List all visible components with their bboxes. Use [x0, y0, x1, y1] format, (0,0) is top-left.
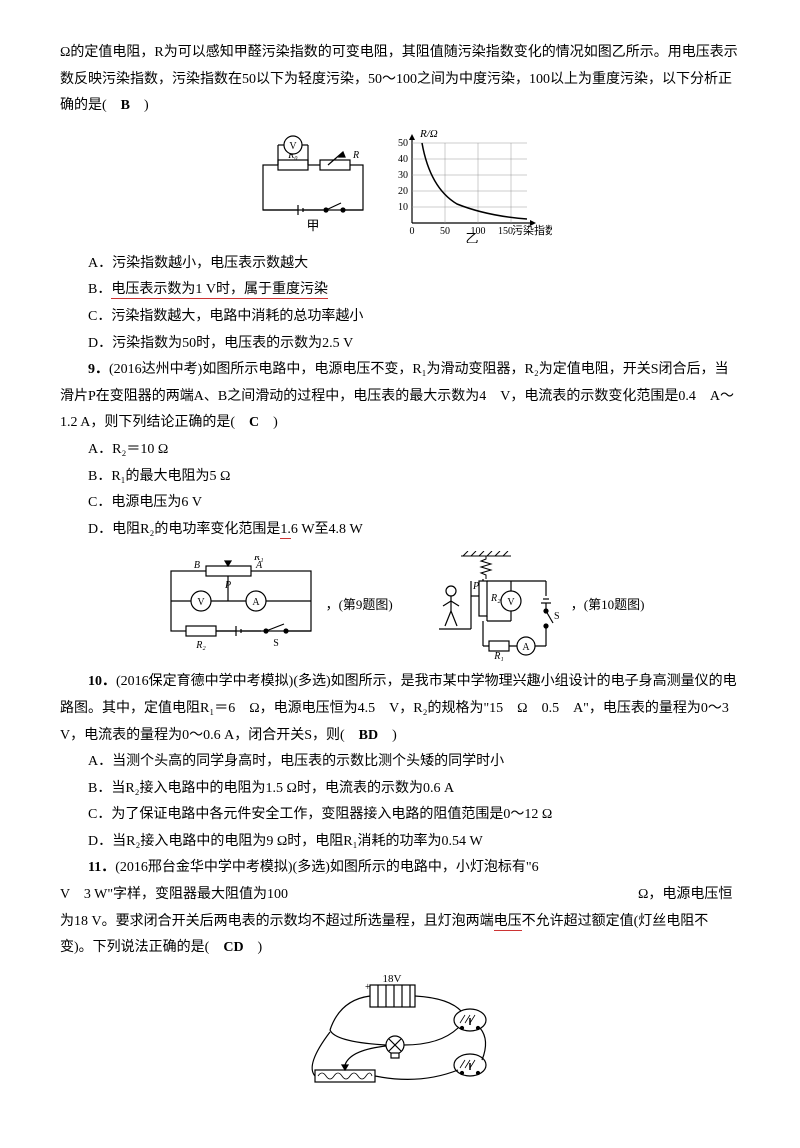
svg-text:10: 10: [398, 202, 408, 213]
q11-text2: ): [244, 940, 263, 955]
q9-caption: ，(第9题图): [326, 598, 393, 613]
q10-prefix: 10．: [88, 674, 116, 689]
svg-text:R: R: [352, 150, 359, 161]
svg-text:S: S: [273, 638, 279, 649]
q8-graph-svg: 10 20 30 40 50 0 50 100 150 R/Ω 污染指数 乙: [382, 128, 552, 243]
svg-text:V: V: [507, 597, 515, 608]
q11-source: (2016邢台金华中学中考模拟)(多选): [115, 860, 330, 875]
svg-text:乙: 乙: [465, 231, 478, 243]
q8-opt-d: D．污染指数为50时，电压表的示数为2.5 V: [60, 331, 740, 358]
q10-stem: 10．(2016保定育德中学中考模拟)(多选)如图所示，是我市某中学物理兴趣小组…: [60, 669, 740, 749]
svg-text:V: V: [197, 597, 205, 608]
svg-text:A: A: [522, 642, 530, 653]
q9-source: (2016达州中考): [109, 362, 202, 377]
q9-opt-b: B．R₁的最大电阻为5 Ω: [60, 464, 740, 491]
q8-answer: B: [121, 98, 130, 113]
svg-text:P: P: [472, 581, 479, 592]
svg-text:R₁: R₁: [253, 556, 264, 563]
q8-opt-a: A．污染指数越小，电压表示数越大: [60, 251, 740, 278]
q9-opt-c: C．电源电压为6 V: [60, 490, 740, 517]
q10-opt-c: C．为了保证电路中各元件安全工作，变阻器接入电路的阻值范围是0～12 Ω: [60, 802, 740, 829]
q8-figures: R₀ R V 甲: [60, 128, 740, 243]
q10-caption: ，(第10题图): [571, 598, 645, 613]
q9-text2: ): [259, 415, 278, 430]
svg-text:B: B: [193, 560, 199, 571]
svg-text:R/Ω: R/Ω: [419, 128, 438, 140]
q11-figure: 18V +: [60, 970, 740, 1100]
q8-text: Ω的定值电阻，R为可以感知甲醛污染指数的可变电阻，其阻值随污染指数变化的情况如图…: [60, 45, 738, 113]
q9-circuit-svg: B A R₁ P V A R₂ S: [156, 556, 326, 656]
q8-intro: Ω的定值电阻，R为可以感知甲醛污染指数的可变电阻，其阻值随污染指数变化的情况如图…: [60, 40, 740, 120]
svg-text:A: A: [252, 597, 260, 608]
q10-answer: BD: [359, 728, 378, 743]
svg-text:20: 20: [398, 186, 408, 197]
q8-circuit-label: 甲: [307, 218, 320, 233]
q10-text2: ): [378, 728, 397, 743]
q10-source: (2016保定育德中学中考模拟)(多选): [116, 674, 331, 689]
q9-answer: C: [249, 415, 259, 430]
q11-circuit-svg: 18V +: [290, 970, 510, 1100]
svg-text:S: S: [554, 611, 560, 622]
svg-text:污染指数: 污染指数: [512, 223, 552, 237]
q8-opt-c: C．污染指数越大，电路中消耗的总功率越小: [60, 304, 740, 331]
svg-text:R₂: R₂: [490, 593, 501, 604]
q11-voltage-label: 18V: [383, 973, 402, 985]
svg-text:R₂: R₂: [195, 640, 206, 651]
svg-text:50: 50: [398, 138, 408, 149]
svg-text:+: +: [365, 982, 371, 993]
q8-opt-b: B．电压表示数为1 V时，属于重度污染: [60, 277, 740, 304]
q9-q10-figures: B A R₁ P V A R₂ S: [60, 551, 740, 661]
q9-stem: 9．(2016达州中考)如图所示电路中，电源电压不变，R₁为滑动变阻器，R₂为定…: [60, 357, 740, 437]
svg-text:50: 50: [440, 226, 450, 237]
q10-opt-b: B．当R₂接入电路中的电阻为1.5 Ω时，电流表的示数为0.6 A: [60, 776, 740, 803]
svg-text:40: 40: [398, 154, 408, 165]
svg-text:R₁: R₁: [493, 651, 504, 661]
q9-prefix: 9．: [88, 362, 109, 377]
svg-text:V: V: [290, 141, 298, 152]
svg-text:0: 0: [409, 226, 414, 237]
q11-prefix: 11．: [88, 860, 115, 875]
q10-circuit-svg: P R₂ V S R₁ A: [421, 551, 571, 661]
q11-stem: 11．(2016邢台金华中学中考模拟)(多选)如图所示的电路中，小灯泡标有"6 …: [60, 855, 740, 961]
q9-opt-a: A．R₂＝10 Ω: [60, 437, 740, 464]
q11-answer: CD: [223, 940, 243, 955]
q8-text2: ): [130, 98, 149, 113]
svg-text:30: 30: [398, 170, 408, 181]
q9-opt-d: D．电阻R₂的电功率变化范围是1.6 W至4.8 W: [60, 517, 740, 544]
svg-text:150: 150: [498, 226, 513, 237]
q10-opt-d: D．当R₂接入电路中的电阻为9 Ω时，电阻R₁消耗的功率为0.54 W: [60, 829, 740, 856]
q10-opt-a: A．当测个头高的同学身高时，电压表的示数比测个头矮的同学时小: [60, 749, 740, 776]
q8-circuit-svg: R₀ R V 甲: [248, 130, 378, 240]
